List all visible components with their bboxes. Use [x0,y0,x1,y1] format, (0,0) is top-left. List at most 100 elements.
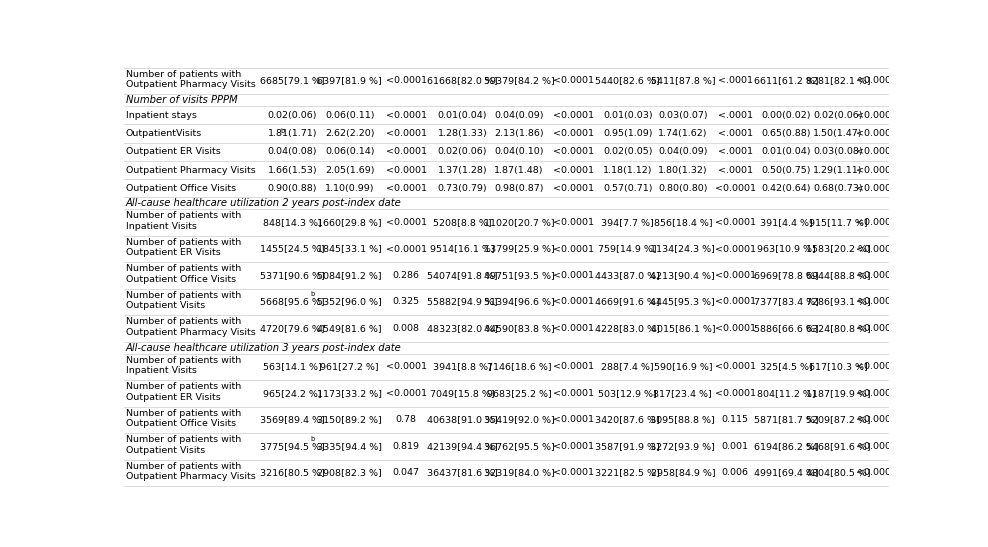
Text: 963[10.9 %]: 963[10.9 %] [757,245,816,253]
Text: <0.0001: <0.0001 [856,442,897,451]
Text: 5871[81.7 %]: 5871[81.7 %] [754,415,819,424]
Text: 5440[82.6 %]: 5440[82.6 %] [596,77,660,85]
Text: 40638[91.0 %]: 40638[91.0 %] [427,415,498,424]
Text: 0.50(0.75): 0.50(0.75) [762,166,811,174]
Text: <0.0001: <0.0001 [856,362,897,371]
Text: 6194[86.2 %]: 6194[86.2 %] [754,442,819,451]
Text: 5668[95.6 %]: 5668[95.6 %] [260,298,325,306]
Text: 0.65(0.88): 0.65(0.88) [762,129,811,138]
Text: 3941[8.8 %]: 3941[8.8 %] [433,362,492,371]
Text: 3272[93.9 %]: 3272[93.9 %] [650,442,715,451]
Text: 5209[87.2 %]: 5209[87.2 %] [805,415,870,424]
Text: 8281[82.1 %]: 8281[82.1 %] [805,77,870,85]
Text: <0.0001: <0.0001 [856,415,897,424]
Text: 288[7.4 %]: 288[7.4 %] [602,362,654,371]
Text: 51394[96.6 %]: 51394[96.6 %] [483,298,554,306]
Text: 0.04(0.08): 0.04(0.08) [268,147,317,156]
Text: 2.13(1.86): 2.13(1.86) [494,129,543,138]
Text: 3335[94.4 %]: 3335[94.4 %] [317,442,382,451]
Text: Number of patients with
Outpatient Office Visits: Number of patients with Outpatient Offic… [125,409,241,428]
Text: 6611[61.2 %]: 6611[61.2 %] [754,77,819,85]
Text: 35419[92.0 %]: 35419[92.0 %] [483,415,554,424]
Text: 0.03(0.08): 0.03(0.08) [813,147,863,156]
Text: 7377[83.4 %]: 7377[83.4 %] [754,298,819,306]
Text: <0.0001: <0.0001 [553,184,594,193]
Text: 848[14.3 %]: 848[14.3 %] [263,218,322,227]
Text: 0.01(0.03): 0.01(0.03) [603,110,652,120]
Text: Inpatient stays: Inpatient stays [125,110,197,120]
Text: 9514[16.1 %]: 9514[16.1 %] [430,245,495,253]
Text: <0.0001: <0.0001 [856,129,897,138]
Text: 3775[94.5 %]: 3775[94.5 %] [260,442,325,451]
Text: 804[11.2 %]: 804[11.2 %] [757,389,816,398]
Text: <0.0001: <0.0001 [385,110,427,120]
Text: 1134[24.3 %]: 1134[24.3 %] [650,245,715,253]
Text: 0.047: 0.047 [392,468,420,477]
Text: 4804[80.5 %]: 4804[80.5 %] [805,468,870,477]
Text: 7049[15.8 %]: 7049[15.8 %] [430,389,495,398]
Text: <0.0001: <0.0001 [856,271,897,280]
Text: 1845[33.1 %]: 1845[33.1 %] [317,245,382,253]
Text: <0.0001: <0.0001 [553,324,594,333]
Text: <0.0001: <0.0001 [553,415,594,424]
Text: <0.0001: <0.0001 [553,166,594,174]
Text: <.0001: <.0001 [718,129,753,138]
Text: <0.0001: <0.0001 [553,362,594,371]
Text: 5084[91.2 %]: 5084[91.2 %] [317,271,382,280]
Text: <0.0001: <0.0001 [714,298,756,306]
Text: 1.80(1.32): 1.80(1.32) [658,166,707,174]
Text: 36437[81.6 %]: 36437[81.6 %] [427,468,498,477]
Text: <0.0001: <0.0001 [714,218,756,227]
Text: <0.0001: <0.0001 [553,271,594,280]
Text: <0.0001: <0.0001 [553,468,594,477]
Text: 6969[78.8 %]: 6969[78.8 %] [754,271,819,280]
Text: 4669[91.6 %]: 4669[91.6 %] [596,298,660,306]
Text: b: b [310,292,314,298]
Text: <0.0001: <0.0001 [856,468,897,477]
Text: Number of patients with
Outpatient Pharmacy Visits: Number of patients with Outpatient Pharm… [125,462,256,481]
Text: <.0001: <.0001 [718,110,753,120]
Text: 0.286: 0.286 [392,271,420,280]
Text: <0.0001: <0.0001 [856,184,897,193]
Text: <0.0001: <0.0001 [385,218,427,227]
Text: Number of patients with
Outpatient Office Visits: Number of patients with Outpatient Offic… [125,264,241,284]
Text: 0.98(0.87): 0.98(0.87) [494,184,543,193]
Text: 3150[89.2 %]: 3150[89.2 %] [317,415,382,424]
Text: <0.0001: <0.0001 [385,362,427,371]
Text: <0.0001: <0.0001 [385,245,427,253]
Text: 0.03(0.07): 0.03(0.07) [658,110,707,120]
Text: <0.0001: <0.0001 [856,166,897,174]
Text: <0.0001: <0.0001 [553,218,594,227]
Text: <.0001: <.0001 [718,147,753,156]
Text: 0.819: 0.819 [392,442,420,451]
Text: 1.37(1.28): 1.37(1.28) [438,166,487,174]
Text: 3587[91.9 %]: 3587[91.9 %] [596,442,660,451]
Text: 32319[84.0 %]: 32319[84.0 %] [483,468,554,477]
Text: Number of patients with
Outpatient Visits: Number of patients with Outpatient Visit… [125,435,241,455]
Text: 5208[8.8 %]: 5208[8.8 %] [433,218,492,227]
Text: <0.0001: <0.0001 [714,324,756,333]
Text: <0.0001: <0.0001 [714,389,756,398]
Text: 42139[94.4 %]: 42139[94.4 %] [427,442,498,451]
Text: 0.78: 0.78 [395,415,417,424]
Text: 0.325: 0.325 [392,298,420,306]
Text: b: b [310,435,314,441]
Text: Outpatient ER Visits: Outpatient ER Visits [125,147,220,156]
Text: 59379[84.2 %]: 59379[84.2 %] [483,77,554,85]
Text: 48323[82.0 %]: 48323[82.0 %] [427,324,498,333]
Text: OutpatientVisits: OutpatientVisits [125,129,203,138]
Text: <0.0001: <0.0001 [553,389,594,398]
Text: 0.00(0.02): 0.00(0.02) [762,110,811,120]
Text: 1.29(1.11): 1.29(1.11) [813,166,863,174]
Text: 856[18.4 %]: 856[18.4 %] [653,218,712,227]
Text: 4213[90.4 %]: 4213[90.4 %] [650,271,715,280]
Text: 0.02(0.06): 0.02(0.06) [268,110,317,120]
Text: 13799[25.9 %]: 13799[25.9 %] [483,245,554,253]
Text: 0.001: 0.001 [722,442,749,451]
Text: 55882[94.9 %]: 55882[94.9 %] [427,298,498,306]
Text: 3569[89.4 %]: 3569[89.4 %] [260,415,325,424]
Text: <0.0001: <0.0001 [714,184,756,193]
Text: 4991[69.4 %]: 4991[69.4 %] [754,468,819,477]
Text: 4445[95.3 %]: 4445[95.3 %] [650,298,715,306]
Text: 2.05(1.69): 2.05(1.69) [325,166,374,174]
